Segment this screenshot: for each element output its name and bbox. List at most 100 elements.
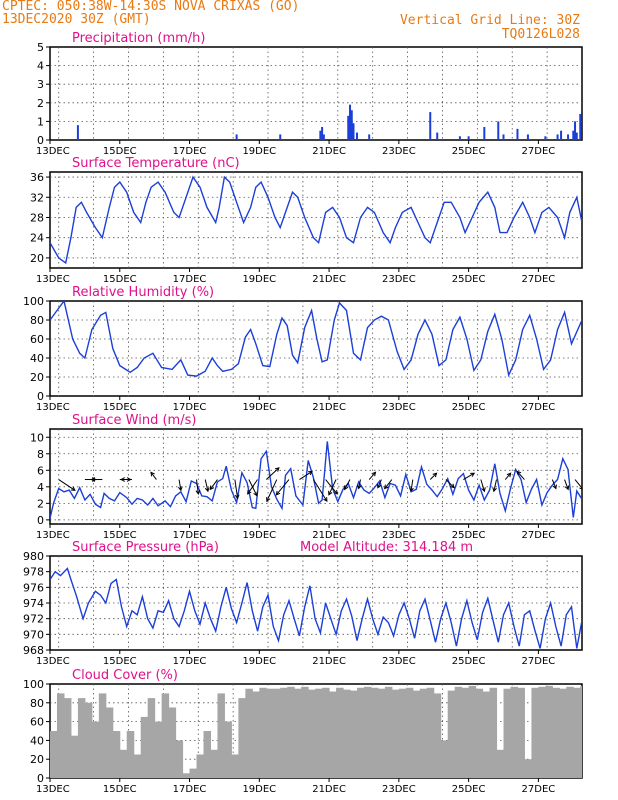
- cloud-bar: [552, 687, 560, 778]
- wind-arrow: [90, 477, 103, 482]
- wind-arrow-shaft: [358, 479, 361, 489]
- wind-arrow-head: [90, 477, 96, 482]
- wind-arrow-shaft: [275, 479, 290, 496]
- cloud-bar: [370, 687, 379, 778]
- wind-arrow-shaft: [248, 479, 258, 496]
- x-tick-label: 25DEC: [452, 656, 486, 667]
- data-layer: [50, 301, 582, 378]
- cloud-bar: [356, 687, 365, 778]
- precip-bar: [560, 130, 563, 140]
- x-tick-label: 23DEC: [382, 656, 416, 667]
- y-tick-label: 6: [37, 464, 44, 477]
- y-tick-label: 8: [37, 448, 44, 461]
- y-tick-label: 32: [30, 191, 44, 204]
- header-line2-left: 13DEC2020 30Z (GMT): [2, 12, 151, 27]
- wind-arrow-head: [564, 485, 570, 491]
- x-tick-label: 25DEC: [452, 274, 486, 285]
- wind-arrow-shaft: [377, 479, 382, 488]
- panel-title: Relative Humidity (%): [72, 285, 214, 300]
- y-tick-label: 0: [37, 390, 44, 403]
- wind-arrow: [178, 479, 183, 492]
- wind-arrow-head: [552, 484, 557, 490]
- cloud-bar: [461, 687, 470, 778]
- wind-arrow-head: [579, 485, 582, 490]
- wind-arrow-shaft: [328, 479, 337, 496]
- cloud-bar: [503, 688, 512, 778]
- panel-4: 0 2 4 6 8 10 13DEC 15DEC 17DEC 19DEC 21DEC 23DEC 25D…: [30, 413, 583, 541]
- panel-1: 0 1 2 3 4 5 13DEC 15DEC 17DEC 19DEC 21DEC 23DEC 25DE…: [36, 31, 583, 157]
- cloud-bar: [294, 688, 302, 778]
- wind-arrow: [195, 479, 201, 495]
- series-line: [50, 441, 582, 519]
- cloud-bar: [161, 693, 170, 778]
- wind-arrow-head: [195, 490, 201, 495]
- wind-arrow-head: [247, 489, 252, 495]
- panel-6: 0 20 40 60 80 100 13DEC 15DEC 17DEC 19DEC 21DEC 23D…: [23, 668, 583, 795]
- y-tick-label: 40: [30, 734, 44, 747]
- cloud-bar: [189, 768, 198, 778]
- cloud-bar: [517, 687, 525, 778]
- wind-arrow-head: [266, 497, 271, 503]
- precip-bar: [349, 104, 352, 140]
- x-tick-label: 23DEC: [382, 530, 416, 541]
- wind-arrow-shaft: [564, 479, 569, 490]
- wind-arrow-head: [70, 486, 76, 491]
- panel-frame: [49, 171, 583, 269]
- y-tick-label: 980: [23, 550, 44, 563]
- wind-arrow: [516, 470, 525, 480]
- wind-arrow-head: [120, 477, 125, 482]
- x-tick-label: 27DEC: [522, 402, 556, 413]
- x-tick-label: 13DEC: [36, 146, 70, 157]
- wind-arrow: [376, 479, 382, 489]
- panel-2: 20 24 28 32 36 13DEC 15DEC 17DEC 19DEC 21DEC 23DEC…: [30, 156, 583, 285]
- y-tick-label: 20: [30, 753, 44, 766]
- wind-arrow: [58, 479, 76, 491]
- panel-3: 0 20 40 60 80 100 13DEC 15DEC 17DEC 19DEC 21DEC 23D…: [23, 285, 583, 413]
- cloud-bar: [273, 688, 281, 778]
- y-tick-label: 28: [30, 211, 44, 224]
- x-tick-label: 27DEC: [522, 656, 556, 667]
- wind-arrow-head: [274, 467, 280, 472]
- x-tick-label: 25DEC: [452, 402, 486, 413]
- y-tick-label: 0: [37, 514, 44, 527]
- y-tick-label: 40: [30, 352, 44, 365]
- y-tick-label: 970: [23, 628, 44, 641]
- panel-frame: [49, 300, 583, 397]
- cloud-bar: [566, 686, 574, 778]
- precip-bar: [579, 113, 582, 140]
- cloud-bar: [454, 686, 463, 778]
- wind-arrow-head: [470, 472, 476, 477]
- wind-arrow-head: [492, 487, 497, 493]
- cloud-bar: [524, 759, 532, 778]
- wind-arrow-shaft: [445, 479, 455, 488]
- wind-arrow-head: [275, 490, 281, 496]
- precip-bar: [352, 123, 355, 140]
- cloud-bar: [203, 731, 212, 778]
- precip-bar: [572, 130, 575, 140]
- wind-arrow-shaft: [234, 479, 239, 499]
- wind-arrow: [551, 479, 557, 490]
- panel-frame: [49, 46, 583, 141]
- wind-arrow-shaft: [344, 479, 351, 490]
- wind-arrow: [265, 467, 280, 480]
- wind-arrow-head: [432, 472, 438, 478]
- wind-arrow-shaft: [178, 479, 182, 491]
- wind-arrow: [120, 477, 132, 482]
- cloud-bar: [252, 691, 260, 778]
- x-tick-label: 27DEC: [522, 530, 556, 541]
- cloud-bar: [433, 693, 442, 778]
- series-line: [50, 301, 582, 378]
- wind-arrow-shaft: [463, 472, 475, 480]
- cloud-bar: [266, 688, 274, 778]
- wind-arrow-head: [481, 487, 486, 493]
- precip-bar: [429, 112, 432, 140]
- wind-arrow: [409, 479, 414, 493]
- cloud-bar: [63, 698, 72, 778]
- cloud-bar: [377, 688, 386, 778]
- wind-arrow-head: [150, 471, 155, 477]
- cloud-bar: [91, 721, 100, 778]
- precip-bar: [319, 130, 322, 140]
- wind-arrow-shaft: [247, 479, 258, 495]
- wind-arrow-shaft: [58, 479, 76, 491]
- y-tick-label: 976: [23, 581, 44, 594]
